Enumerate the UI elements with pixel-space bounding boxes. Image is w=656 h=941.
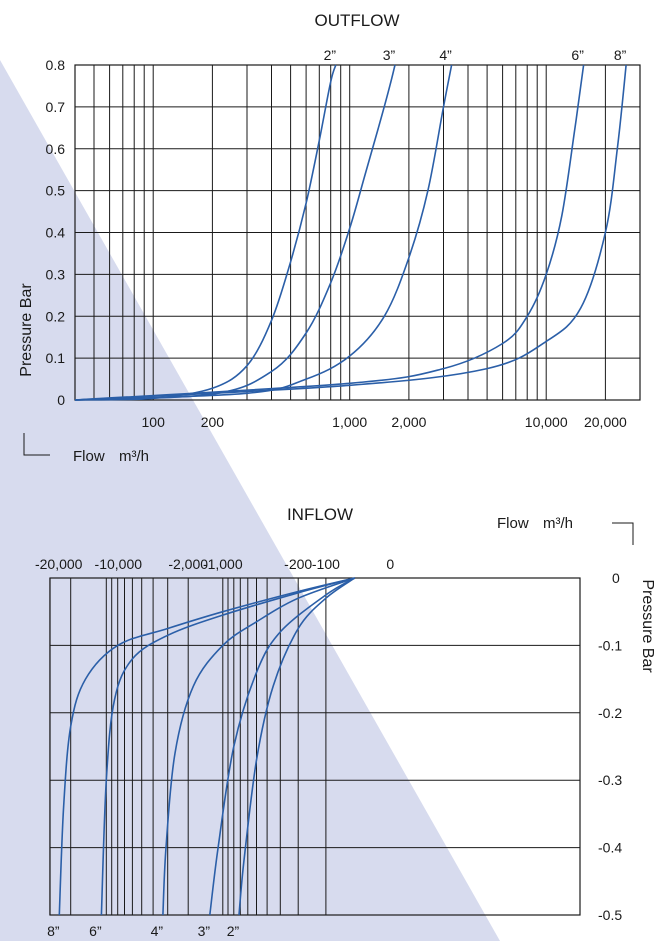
series-label: 6” bbox=[571, 47, 584, 63]
y-tick-label: 0 bbox=[612, 570, 620, 586]
series-label: 3” bbox=[198, 923, 211, 939]
x-tick-label: 100 bbox=[142, 414, 166, 430]
series-label: 2” bbox=[227, 923, 240, 939]
series-label: 2” bbox=[324, 47, 337, 63]
series-label: 6” bbox=[89, 923, 102, 939]
series-label: 3” bbox=[383, 47, 396, 63]
x-tick-label: 2,000 bbox=[391, 414, 426, 430]
plot-frame bbox=[74, 64, 641, 401]
x-axis-unit: m³/h bbox=[119, 448, 149, 465]
x-axis-label: Flow bbox=[497, 515, 529, 532]
inflow-chart: 8” 6” 4” 3” 2” -20,000 -10,000 -2,000-1,000 -200… bbox=[35, 505, 656, 939]
y-tick-label: 0.7 bbox=[46, 99, 66, 115]
x-tick-label: -2,000 bbox=[168, 556, 208, 572]
y-tick-label: -0.3 bbox=[598, 772, 622, 788]
series-line bbox=[74, 64, 627, 401]
plot-frame bbox=[49, 577, 581, 916]
x-tick-label: 10,000 bbox=[525, 414, 568, 430]
x-tick-label: -1,000 bbox=[203, 556, 243, 572]
y-tick-label: -0.1 bbox=[598, 637, 622, 653]
y-tick-label: 0.3 bbox=[46, 266, 66, 282]
y-tick-label: 0.8 bbox=[46, 57, 66, 73]
x-tick-label: -20,000 bbox=[35, 556, 83, 572]
series-line bbox=[74, 64, 585, 401]
chart-title: INFLOW bbox=[287, 505, 353, 524]
x-tick-label: -100 bbox=[312, 556, 340, 572]
series-label: 8” bbox=[614, 47, 627, 63]
y-tick-label: -0.4 bbox=[598, 840, 622, 856]
series-label: 4” bbox=[151, 923, 164, 939]
x-tick-label: 1,000 bbox=[332, 414, 367, 430]
outflow-chart: 2” 3” 4” 6” 8” 100 200 1,000 2,000 10,000 20,000 0 0… bbox=[18, 11, 641, 465]
chart-title: OUTFLOW bbox=[315, 11, 400, 30]
axis-corner-mark bbox=[612, 522, 634, 545]
x-axis-label: Flow bbox=[73, 448, 105, 465]
axis-corner-mark bbox=[23, 433, 50, 456]
series-label: 8” bbox=[47, 923, 60, 939]
y-tick-label: 0.4 bbox=[46, 225, 66, 241]
series-line bbox=[74, 64, 453, 401]
x-axis-unit: m³/h bbox=[543, 515, 573, 532]
y-tick-label: 0.2 bbox=[46, 308, 66, 324]
series-line bbox=[238, 577, 356, 916]
y-tick-label: 0.1 bbox=[46, 350, 66, 366]
x-tick-label: 0 bbox=[386, 556, 394, 572]
series-line bbox=[100, 577, 355, 916]
series-line bbox=[209, 577, 356, 916]
y-tick-label: 0.5 bbox=[46, 183, 66, 199]
y-tick-label: -0.5 bbox=[598, 907, 622, 923]
y-tick-label: 0 bbox=[57, 392, 65, 408]
y-axis-label: Pressure Bar bbox=[18, 283, 35, 377]
x-tick-label: 200 bbox=[201, 414, 225, 430]
x-tick-label: -10,000 bbox=[95, 556, 143, 572]
y-tick-label: -0.2 bbox=[598, 705, 622, 721]
y-axis-label: Pressure Bar bbox=[639, 579, 656, 673]
series-label: 4” bbox=[439, 47, 452, 63]
series-line bbox=[162, 577, 355, 916]
x-tick-label: 20,000 bbox=[584, 414, 627, 430]
x-tick-label: -200 bbox=[284, 556, 312, 572]
y-tick-label: 0.6 bbox=[46, 141, 66, 157]
series-line bbox=[58, 577, 355, 916]
